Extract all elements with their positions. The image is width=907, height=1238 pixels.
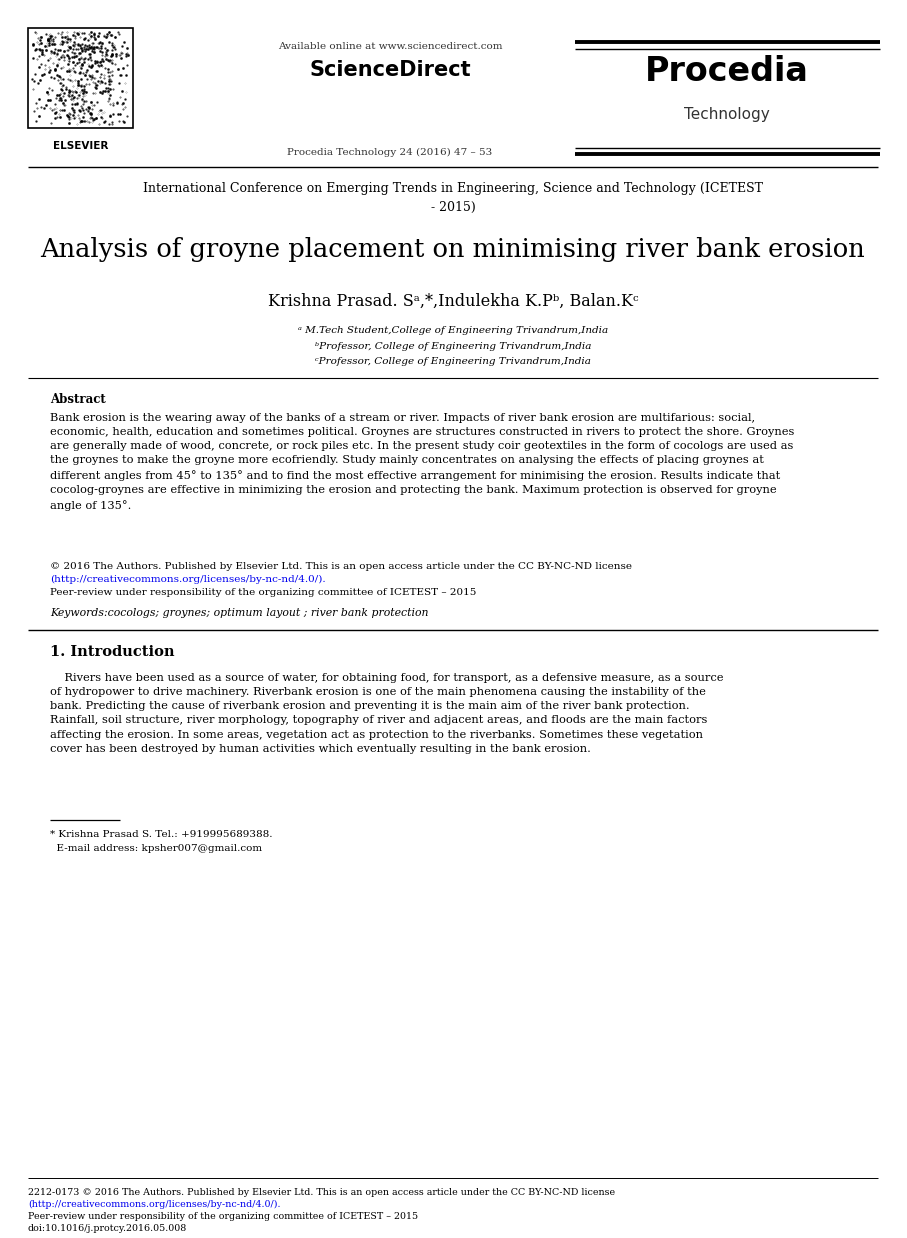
Text: ᵇProfessor, College of Engineering Trivandrum,India: ᵇProfessor, College of Engineering Triva…: [315, 342, 591, 352]
Text: Keywords:cocologs; groynes; optimum layout ; river bank protection: Keywords:cocologs; groynes; optimum layo…: [50, 608, 428, 618]
Text: E-mail address: kpsher007@gmail.com: E-mail address: kpsher007@gmail.com: [50, 844, 262, 853]
Text: Procedia: Procedia: [645, 54, 809, 88]
Text: Available online at www.sciencedirect.com: Available online at www.sciencedirect.co…: [278, 42, 502, 51]
Text: ELSEVIER: ELSEVIER: [53, 141, 108, 151]
Text: Rivers have been used as a source of water, for obtaining food, for transport, a: Rivers have been used as a source of wat…: [50, 673, 724, 754]
Text: 2212-0173 © 2016 The Authors. Published by Elsevier Ltd. This is an open access : 2212-0173 © 2016 The Authors. Published …: [28, 1188, 615, 1197]
Text: * Krishna Prasad S. Tel.: +919995689388.: * Krishna Prasad S. Tel.: +919995689388.: [50, 829, 272, 839]
Text: Technology: Technology: [684, 106, 770, 123]
Text: Peer-review under responsibility of the organizing committee of ICETEST – 2015: Peer-review under responsibility of the …: [50, 588, 476, 597]
Text: Bank erosion is the wearing away of the banks of a stream or river. Impacts of r: Bank erosion is the wearing away of the …: [50, 413, 795, 510]
Text: ScienceDirect: ScienceDirect: [309, 59, 471, 80]
Text: Procedia Technology 24 (2016) 47 – 53: Procedia Technology 24 (2016) 47 – 53: [288, 149, 493, 157]
Text: Peer-review under responsibility of the organizing committee of ICETEST – 2015: Peer-review under responsibility of the …: [28, 1212, 418, 1221]
Text: doi:10.1016/j.protcy.2016.05.008: doi:10.1016/j.protcy.2016.05.008: [28, 1224, 187, 1233]
Bar: [28, 28, 133, 128]
Text: (http://creativecommons.org/licenses/by-nc-nd/4.0/).: (http://creativecommons.org/licenses/by-…: [50, 574, 326, 584]
Text: International Conference on Emerging Trends in Engineering, Science and Technolo: International Conference on Emerging Tre…: [143, 182, 763, 214]
Text: ᶜProfessor, College of Engineering Trivandrum,India: ᶜProfessor, College of Engineering Triva…: [315, 357, 591, 366]
Text: Analysis of groyne placement on minimising river bank erosion: Analysis of groyne placement on minimisi…: [41, 236, 865, 262]
Text: Abstract: Abstract: [50, 392, 106, 406]
Text: 1. Introduction: 1. Introduction: [50, 645, 174, 659]
Text: ᵃ M.Tech Student,College of Engineering Trivandrum,India: ᵃ M.Tech Student,College of Engineering …: [297, 326, 608, 335]
Text: © 2016 The Authors. Published by Elsevier Ltd. This is an open access article un: © 2016 The Authors. Published by Elsevie…: [50, 562, 632, 571]
Text: Krishna Prasad. Sᵃ,*,Indulekha K.Pᵇ, Balan.Kᶜ: Krishna Prasad. Sᵃ,*,Indulekha K.Pᵇ, Bal…: [268, 293, 639, 310]
Text: (http://creativecommons.org/licenses/by-nc-nd/4.0/).: (http://creativecommons.org/licenses/by-…: [28, 1200, 280, 1210]
